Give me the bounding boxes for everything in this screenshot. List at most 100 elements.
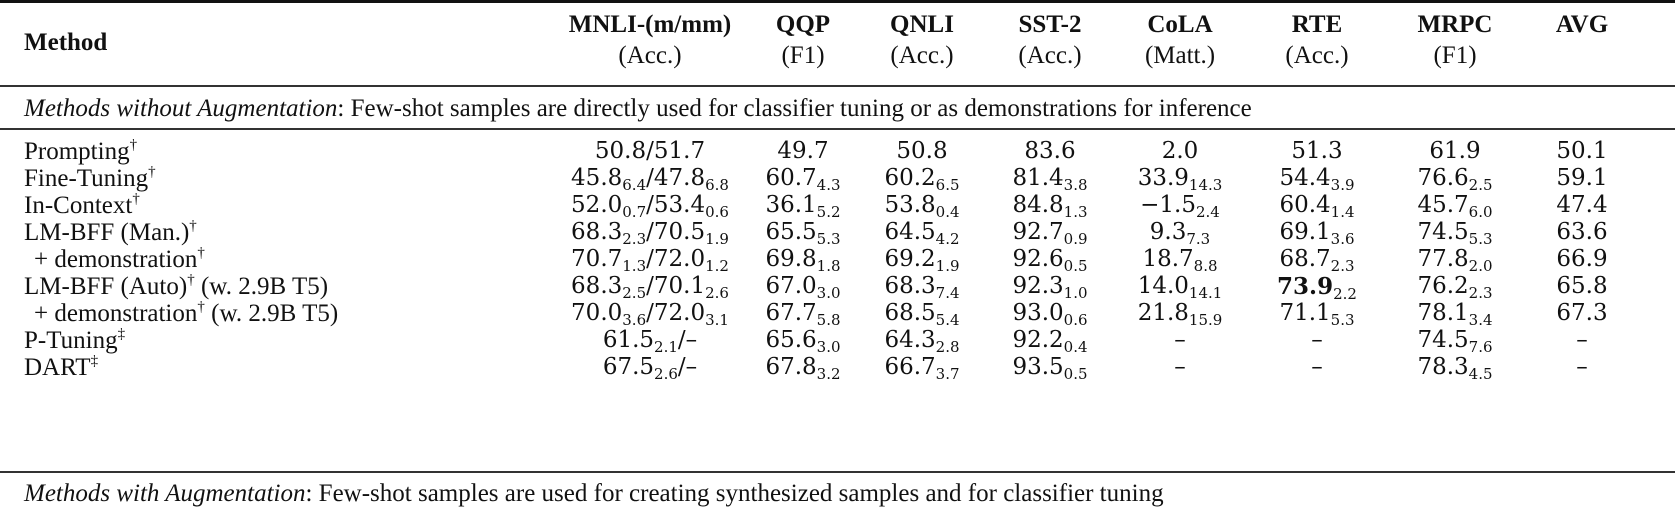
method-name: + demonstration† xyxy=(34,245,205,274)
method-name: LM-BFF (Man.)† xyxy=(24,218,197,247)
cell-cola: – xyxy=(1174,354,1186,380)
cell-rte: – xyxy=(1311,354,1323,380)
cell-qnli: 69.21.9 xyxy=(884,246,960,275)
header-qqp: QQP (F1) xyxy=(775,11,831,69)
cell-cola: 18.78.8 xyxy=(1142,246,1218,275)
section-with-augmentation: Methods with Augmentation: Few-shot samp… xyxy=(24,480,1164,507)
cell-sst2: 93.50.5 xyxy=(1012,354,1088,383)
header-method: Method xyxy=(24,29,108,56)
cell-rte: 71.15.3 xyxy=(1279,300,1355,329)
header-rule xyxy=(0,85,1675,87)
table-row: LM-BFF (Man.)† 68.32.3/70.51.9 65.55.3 64.5… xyxy=(0,218,1675,248)
cell-mnli: 68.32.3/70.51.9 xyxy=(571,219,729,248)
cell-rte: 51.3 xyxy=(1291,138,1343,164)
cell-qqp: 65.55.3 xyxy=(765,219,841,248)
table-row: P-Tuning‡ 61.52.1/– 65.63.0 64.32.8 92.20.4 –… xyxy=(0,326,1675,356)
top-rule xyxy=(0,0,1675,3)
cell-rte: 54.43.9 xyxy=(1279,165,1355,194)
cell-mrpc: 76.62.5 xyxy=(1417,165,1493,194)
cell-mrpc: 45.76.0 xyxy=(1417,192,1493,221)
method-name: Prompting† xyxy=(24,137,138,166)
header-sst2: SST-2 (Acc.) xyxy=(1018,11,1082,69)
cell-avg: 47.4 xyxy=(1556,192,1608,218)
cell-cola: – xyxy=(1174,327,1186,353)
cell-cola: 33.914.3 xyxy=(1137,165,1223,194)
cell-mrpc: 76.22.3 xyxy=(1417,273,1493,302)
cell-qqp: 67.03.0 xyxy=(765,273,841,302)
cell-qnli: 53.80.4 xyxy=(884,192,960,221)
table-row: Fine-Tuning† 45.86.4/47.86.8 60.74.3 60.26.… xyxy=(0,164,1675,194)
cell-mrpc: 61.9 xyxy=(1429,138,1481,164)
cell-avg: 67.3 xyxy=(1556,300,1608,326)
cell-rte: 69.13.6 xyxy=(1279,219,1355,248)
method-name: In-Context† xyxy=(24,191,140,220)
method-name: P-Tuning‡ xyxy=(24,326,126,355)
cell-sst2: 92.60.5 xyxy=(1012,246,1088,275)
cell-qnli: 64.54.2 xyxy=(884,219,960,248)
method-name: DART‡ xyxy=(24,353,99,382)
cell-avg: 66.9 xyxy=(1556,246,1608,272)
cell-avg: 63.6 xyxy=(1556,219,1608,245)
cell-mnli: 50.8/51.7 xyxy=(594,138,706,164)
section-rule-2 xyxy=(0,471,1675,473)
cell-rte: 68.72.3 xyxy=(1279,246,1355,275)
cell-avg: – xyxy=(1576,354,1588,380)
cell-qqp: 65.63.0 xyxy=(765,327,841,356)
cell-sst2: 93.00.6 xyxy=(1012,300,1088,329)
cell-sst2: 92.20.4 xyxy=(1012,327,1088,356)
cell-qqp: 67.75.8 xyxy=(765,300,841,329)
method-name: + demonstration† (w. 2.9B T5) xyxy=(34,299,339,328)
cell-qnli: 50.8 xyxy=(896,138,948,164)
cell-qqp: 67.83.2 xyxy=(765,354,841,383)
table-row: Prompting† 50.8/51.7 49.7 50.8 83.6 2.0 51.3 61… xyxy=(0,137,1675,166)
table-row: In-Context† 52.00.7/53.40.6 36.15.2 53.80.4… xyxy=(0,191,1675,221)
cell-qqp: 49.7 xyxy=(777,138,829,164)
cell-avg: – xyxy=(1576,327,1588,353)
cell-sst2: 81.43.8 xyxy=(1012,165,1088,194)
cell-cola: 21.815.9 xyxy=(1137,300,1223,329)
header-mnli: MNLI-(m/mm) (Acc.) xyxy=(568,11,732,69)
cell-mrpc: 74.57.6 xyxy=(1417,327,1493,356)
cell-qnli: 68.37.4 xyxy=(884,273,960,302)
cell-qnli: 64.32.8 xyxy=(884,327,960,356)
cell-qnli: 60.26.5 xyxy=(884,165,960,194)
cell-qnli: 66.73.7 xyxy=(884,354,960,383)
cell-qqp: 60.74.3 xyxy=(765,165,841,194)
cell-avg: 65.8 xyxy=(1556,273,1608,299)
table-row: DART‡ 67.52.6/– 67.83.2 66.73.7 93.50.5 – – 78.… xyxy=(0,353,1675,383)
cell-mnli: 68.32.5/70.12.6 xyxy=(571,273,729,302)
cell-mnli: 70.71.3/72.01.2 xyxy=(571,246,729,275)
cell-cola: 9.37.3 xyxy=(1149,219,1211,248)
cell-avg: 59.1 xyxy=(1556,165,1608,191)
table-row: + demonstration† (w. 2.9B T5) 70.03.6/72.… xyxy=(0,299,1675,329)
method-name: Fine-Tuning† xyxy=(24,164,156,193)
cell-mrpc: 77.82.0 xyxy=(1417,246,1493,275)
table-row: + demonstration† 70.71.3/72.01.2 69.81.8 69… xyxy=(0,245,1675,275)
cell-sst2: 92.31.0 xyxy=(1012,273,1088,302)
header-mrpc: MRPC (F1) xyxy=(1417,11,1493,69)
header-avg: AVG xyxy=(1555,11,1609,38)
cell-qqp: 36.15.2 xyxy=(765,192,841,221)
cell-mnli: 45.86.4/47.86.8 xyxy=(571,165,729,194)
section-rule xyxy=(0,128,1675,130)
cell-mnli: 70.03.6/72.03.1 xyxy=(571,300,729,329)
header-rte: RTE (Acc.) xyxy=(1285,11,1349,69)
cell-qqp: 69.81.8 xyxy=(765,246,841,275)
cell-cola: 2.0 xyxy=(1161,138,1199,164)
cell-sst2: 83.6 xyxy=(1024,138,1076,164)
cell-mrpc: 78.34.5 xyxy=(1417,354,1493,383)
cell-mrpc: 74.55.3 xyxy=(1417,219,1493,248)
cell-cola: 14.014.1 xyxy=(1137,273,1223,302)
cell-sst2: 84.81.3 xyxy=(1012,192,1088,221)
cell-rte: 60.41.4 xyxy=(1279,192,1355,221)
method-name: LM-BFF (Auto)† (w. 2.9B T5) xyxy=(24,272,329,301)
cell-rte: 73.92.2 xyxy=(1277,273,1357,303)
cell-mnli: 67.52.6/– xyxy=(602,354,698,383)
cell-qnli: 68.55.4 xyxy=(884,300,960,329)
header-qnli: QNLI (Acc.) xyxy=(890,11,954,69)
cell-mnli: 61.52.1/– xyxy=(602,327,698,356)
section-without-augmentation: Methods without Augmentation: Few-shot s… xyxy=(24,95,1252,122)
header-cola: CoLA (Matt.) xyxy=(1144,11,1216,69)
table-row: LM-BFF (Auto)† (w. 2.9B T5) 68.32.5/70.12… xyxy=(0,272,1675,303)
cell-mnli: 52.00.7/53.40.6 xyxy=(571,192,729,221)
